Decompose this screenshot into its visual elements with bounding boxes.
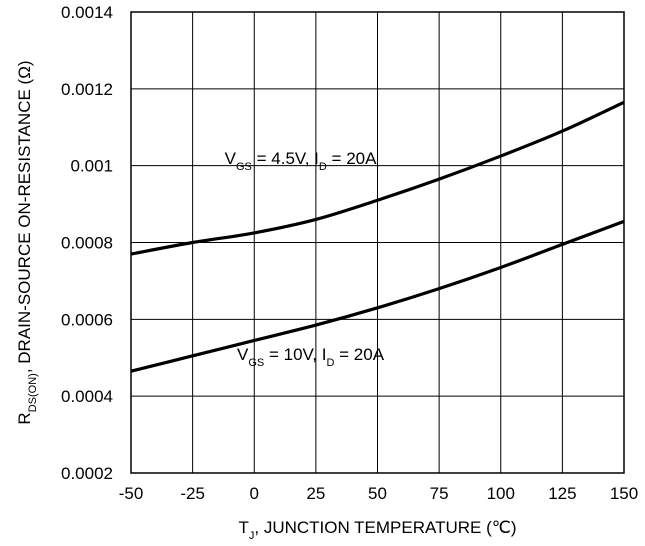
series-lines (130, 100, 625, 373)
x-tick-label: 100 (487, 484, 515, 503)
y-axis-label: RDS(ON), DRAIN-SOURCE ON-RESISTANCE (Ω) (15, 60, 39, 424)
x-tick-label: 50 (368, 484, 387, 503)
y-tick-label: 0.0014 (61, 3, 113, 22)
x-tick-label: -25 (180, 484, 205, 503)
y-tick-label: 0.0012 (61, 80, 113, 99)
x-tick-label: 0 (250, 484, 259, 503)
series-line-2 (130, 219, 625, 373)
y-tick-label: 0.0002 (61, 464, 113, 483)
series-line-1 (130, 100, 625, 256)
grid (131, 12, 624, 473)
x-tick-label: 25 (306, 484, 325, 503)
y-tick-label: 0.0006 (61, 310, 113, 329)
x-tick-labels: -50 -25 0 25 50 75 100 125 150 (119, 484, 638, 503)
series-annotations: VGS = 4.5V, ID = 20A VGS = 10V, ID = 20A (225, 149, 385, 369)
y-tick-label: 0.0004 (61, 387, 113, 406)
y-tick-label: 0.001 (70, 157, 113, 176)
plot-frame (130, 11, 625, 474)
y-tick-label: 0.0008 (61, 234, 113, 253)
x-tick-label: 125 (548, 484, 576, 503)
series-annotation-1: VGS = 4.5V, ID = 20A (225, 149, 377, 173)
x-axis-label: TJ, JUNCTION TEMPERATURE (℃) (238, 518, 516, 542)
x-tick-label: 150 (610, 484, 638, 503)
x-tick-label: 75 (430, 484, 449, 503)
y-tick-labels: 0.0002 0.0004 0.0006 0.0008 0.001 0.0012 0.001… (61, 3, 113, 483)
series-annotation-2: VGS = 10V, ID = 20A (237, 345, 385, 369)
x-tick-label: -50 (119, 484, 144, 503)
